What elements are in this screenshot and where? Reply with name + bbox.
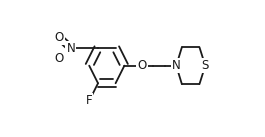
Text: N: N xyxy=(172,59,181,72)
Text: O: O xyxy=(55,52,64,65)
Text: S: S xyxy=(202,59,209,72)
Text: F: F xyxy=(86,94,92,107)
Text: O: O xyxy=(55,31,64,44)
Text: O: O xyxy=(137,59,147,72)
Text: N: N xyxy=(67,42,75,55)
